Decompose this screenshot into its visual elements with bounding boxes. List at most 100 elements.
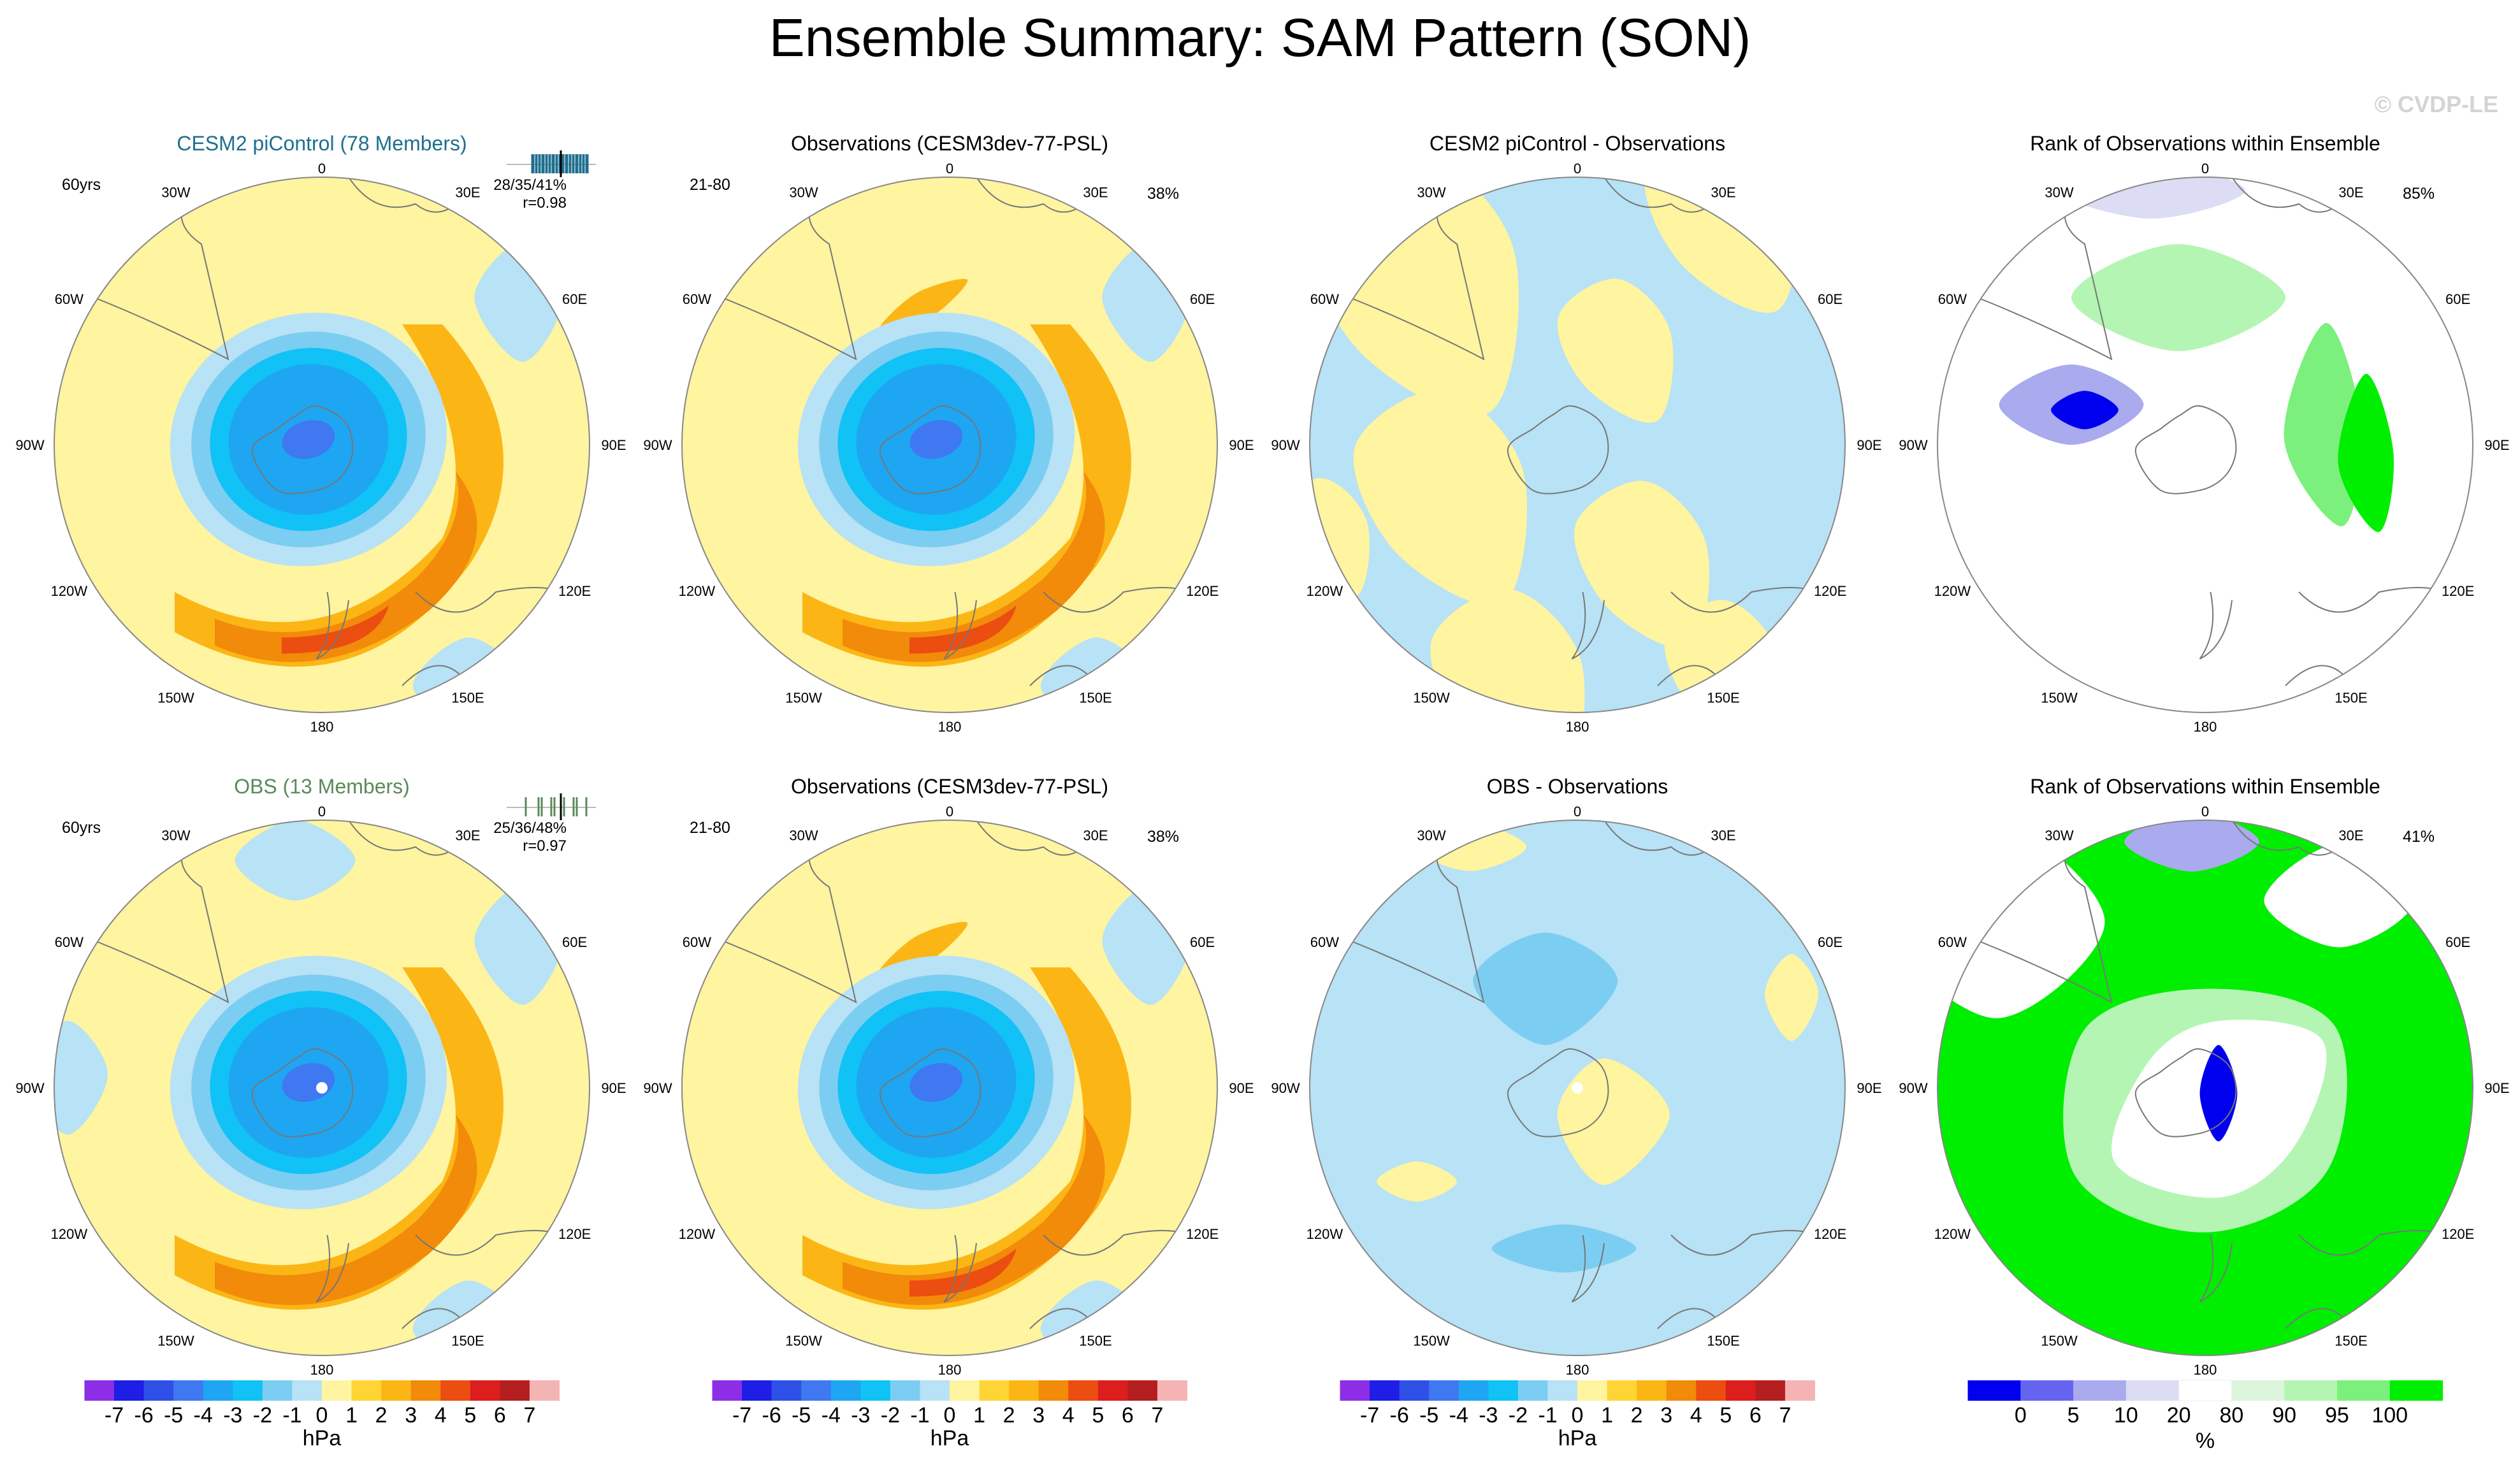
lon-label-west: 30W [1417,827,1445,843]
diff-positive-region [1557,278,1674,423]
lon-label-east: 30E [2338,184,2363,200]
figure-title: Ensemble Summary: SAM Pattern (SON) [769,8,1751,68]
new-zealand-coastline [2199,591,2233,660]
colorbar-swatch [771,1380,802,1401]
lon-label-east: 60E [1190,291,1215,307]
lon-label-west: 60W [55,934,83,950]
lon-label-west: 90W [1271,1080,1300,1096]
lon-label-west: 30W [1417,184,1445,200]
colorbar-tick-label: 0 [316,1403,328,1427]
map-field [682,820,1217,1355]
lon-label-west: 60W [683,934,711,950]
map-panel-r1c3: CESM2 piControl - Observations 0 180 30W 30E… [1271,132,1881,735]
panels: CESM2 piControl (78 Members) 0 180 30W 30E 60… [15,132,2509,1378]
pole-marker [1572,1082,1583,1094]
colorbar-swatch [830,1380,861,1401]
lon-label-west: 150W [785,690,822,706]
colorbar-tick-label: 1 [345,1403,358,1427]
lon-label-east: 150E [451,690,484,706]
lon-label-east: 150E [1707,1333,1739,1349]
antarctica-coastline [251,405,354,495]
colorbar-swatch [712,1380,742,1401]
lon-label-west: 150W [785,1333,822,1349]
colorbar-swatch [2284,1380,2338,1401]
colorbar-swatch [1666,1380,1697,1401]
lon-label-west: 120W [679,583,716,599]
lon-label-east: 60E [1818,291,1843,307]
map-outline [681,820,1218,1356]
lon-label-west: 150W [2041,690,2078,706]
colorbar-tick-label: -6 [762,1403,781,1427]
colorbar-swatch [2336,1380,2391,1401]
colorbar-tick-label: -5 [792,1403,811,1427]
anomaly-contour-pos-3 [215,472,477,662]
antarctica-coastline [2134,405,2237,495]
colorbar-swatch [1696,1380,1727,1401]
lon-label-west: 120W [1934,583,1971,599]
colorbar-tick-label: 5 [1092,1403,1104,1427]
panel-title: Rank of Observations within Ensemble [2030,775,2380,798]
lon-label-east: 60E [2445,291,2470,307]
lon-label-east: 120E [1814,583,1846,599]
lon-label-top: 0 [318,161,326,177]
colorbar-tick-label: 1 [1601,1403,1613,1427]
antarctica-coastline [1507,405,1609,495]
lon-label-bottom: 180 [310,719,334,735]
map-outline [1937,820,2473,1356]
anomaly-contour-pos-3 [843,472,1105,662]
colorbar-tick-label: -6 [1390,1403,1409,1427]
colorbar-tick-label: -5 [164,1403,183,1427]
positive-anomaly [175,967,503,1310]
lon-label-top: 0 [946,804,953,820]
lon-label-west: 60W [1938,934,1967,950]
lon-label-east: 150E [451,1333,484,1349]
rank-region-10-20 [2058,177,2245,219]
colorbar-unit-label: % [2196,1429,2215,1453]
colorbar-swatch [979,1380,1010,1401]
lon-label-west: 120W [1307,1226,1343,1242]
lon-label-west: 90W [643,437,672,453]
colorbar-tick-label: 5 [1720,1403,1732,1427]
colorbar-swatch [1458,1380,1489,1401]
diff-positive-region [1574,481,1709,649]
pattern-correlation: r=0.97 [523,837,567,855]
anomaly-contour-neg-5 [909,420,963,459]
colorbar-tick-label: -4 [1449,1403,1468,1427]
colorbar-tick-label: 2 [1003,1403,1015,1427]
lon-label-west: 30W [789,827,818,843]
percent-label: 41% [2403,828,2435,846]
colorbar-tick-label: 7 [523,1403,535,1427]
lon-label-west: 90W [643,1080,672,1096]
lon-label-west: 120W [51,1226,88,1242]
colorbar-tick-label: -1 [1538,1403,1557,1427]
new-zealand-coastline [2199,1234,2233,1303]
colorbar-swatch [2231,1380,2285,1401]
variance-stats: 28/35/41% [493,177,567,194]
colorbar-tick-label: -7 [732,1403,751,1427]
colorbar-swatch [203,1380,233,1401]
map-panel-r2c3: OBS - Observations 0 180 30W 30E 60W 60E 90W 90E… [1271,775,1881,1378]
lon-label-bottom: 180 [2194,719,2217,735]
anomaly-contour-pos-3 [843,1115,1105,1305]
colorbar-tick-label: 3 [405,1403,417,1427]
colorbar-swatch [470,1380,500,1401]
colorbar-rank: 0 5 10 20 80 90 95 100% [1967,1380,2443,1453]
panel-title: Rank of Observations within Ensemble [2030,132,2380,155]
lon-label-east: 30E [455,827,480,843]
lon-label-east: 120E [558,583,591,599]
colorbar-tick-label: -4 [194,1403,213,1427]
rank-region-0-5 [2199,1044,2238,1141]
colorbar-tick-label: -6 [134,1403,154,1427]
colorbar-swatch [1785,1380,1815,1401]
lon-label-west: 90W [15,437,44,453]
colorbar-tick-label: 0 [1572,1403,1584,1427]
map-outline [681,177,1218,713]
lon-label-east: 90E [1857,437,1881,453]
lon-label-east: 90E [601,1080,626,1096]
colorbar-tick-label: 10 [2114,1403,2138,1427]
colorbar-tick-label: 2 [375,1403,387,1427]
colorbar-tick-label: 3 [1032,1403,1045,1427]
lon-label-top: 0 [1574,804,1581,820]
antarctica-coastline [879,405,981,495]
